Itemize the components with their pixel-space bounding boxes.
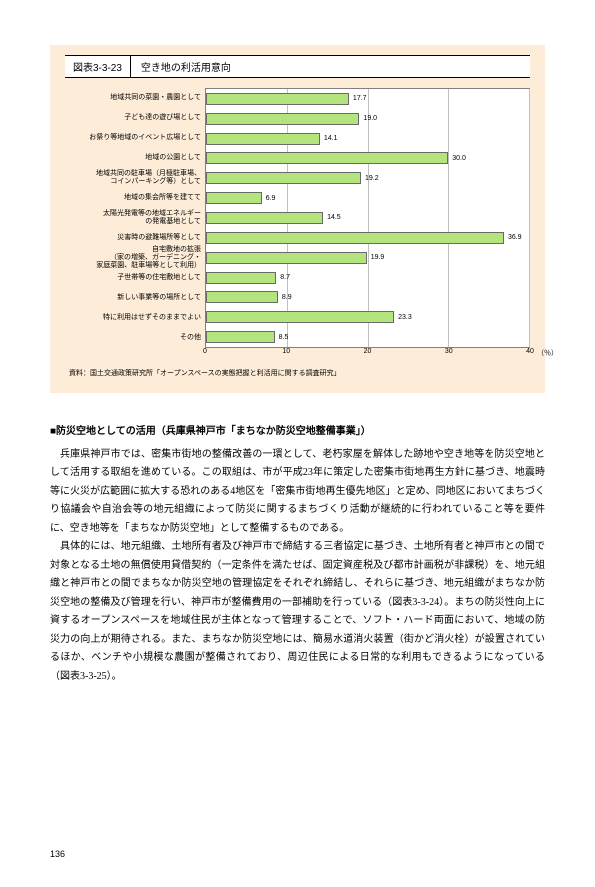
x-axis-unit: （％） — [537, 348, 558, 358]
chart-bar — [206, 212, 323, 224]
body-text: ■防災空地としての活用（兵庫県神戸市「まちなか防災空地整備事業」） 兵庫県神戸市… — [50, 423, 545, 686]
x-tick: 40 — [526, 348, 534, 355]
bar-value: 23.3 — [398, 314, 412, 321]
paragraph-1: 兵庫県神戸市では、密集市街地の整備改善の一環として、老朽家屋を解体した跡地や空き… — [50, 446, 545, 539]
x-tick: 30 — [445, 348, 453, 355]
chart-bar — [206, 291, 278, 303]
chart-bar — [206, 93, 349, 105]
chart-bar — [206, 232, 504, 244]
x-tick: 20 — [364, 348, 372, 355]
y-label: 新しい事業等の場所として — [65, 288, 201, 308]
y-label: お祭り等地域のイベント広場として — [65, 128, 201, 148]
chart-source: 資料：国土交通政策研究所「オープンスペースの実態把握と利活用に関する調査研究」 — [69, 368, 530, 378]
y-label: その他 — [65, 328, 201, 348]
chart-area: 地域共同の菜園・農園として子ども達の遊び場としてお祭り等地域のイベント広場として… — [65, 88, 530, 348]
y-label: 地域共同の菜園・農園として — [65, 88, 201, 108]
bar-value: 30.0 — [452, 155, 466, 162]
bar-value: 8.7 — [280, 274, 290, 281]
y-label: 子世帯等の住宅敷地として — [65, 268, 201, 288]
y-label: 特に利用はせずそのままでよい — [65, 308, 201, 328]
chart-bar — [206, 133, 320, 145]
bar-value: 14.5 — [327, 214, 341, 221]
chart-bar — [206, 113, 359, 125]
bar-value: 19.0 — [363, 115, 377, 122]
figure-number: 図表3-3-23 — [65, 56, 131, 77]
chart-bar — [206, 272, 276, 284]
x-axis: 010203040（％） — [205, 348, 530, 360]
bar-value: 19.2 — [365, 175, 379, 182]
bar-value: 36.9 — [508, 234, 522, 241]
bar-value: 6.9 — [266, 195, 276, 202]
chart-bar — [206, 172, 361, 184]
y-label: 子ども達の遊び場として — [65, 108, 201, 128]
chart-bar — [206, 152, 448, 164]
figure-title-box: 図表3-3-23 空き地の利活用意向 — [65, 55, 530, 78]
chart-bars: 17.7 19.0 14.1 30.0 19.2 6.9 14.5 36.9 19.9 8.7 8.… — [206, 89, 529, 347]
bar-value: 8.5 — [279, 334, 289, 341]
chart-bar — [206, 331, 275, 343]
y-label: 地域の公園として — [65, 148, 201, 168]
plot-area: 17.7 19.0 14.1 30.0 19.2 6.9 14.5 36.9 19.9 8.7 8.… — [205, 88, 530, 348]
bar-value: 14.1 — [324, 135, 338, 142]
chart-bar — [206, 311, 394, 323]
chart-bar — [206, 252, 367, 264]
figure-title: 空き地の利活用意向 — [131, 56, 241, 77]
page-number: 136 — [50, 849, 65, 859]
y-label: 地域共同の駐車場（月極駐車場、コインパーキング等）として — [65, 168, 201, 188]
x-tick: 10 — [282, 348, 290, 355]
bar-value: 8.9 — [282, 294, 292, 301]
y-label: 災害時の避難場所等として — [65, 228, 201, 248]
paragraph-2: 具体的には、地元組織、土地所有者及び神戸市で締結する三者協定に基づき、土地所有者… — [50, 538, 545, 686]
y-label: 地域の集会所等を建てて — [65, 188, 201, 208]
bar-value: 17.7 — [353, 95, 367, 102]
chart-bar — [206, 192, 262, 204]
bar-value: 19.9 — [371, 254, 385, 261]
figure-container: 図表3-3-23 空き地の利活用意向 地域共同の菜園・農園として子ども達の遊び場… — [50, 45, 545, 393]
x-tick: 0 — [203, 348, 207, 355]
section-title: ■防災空地としての活用（兵庫県神戸市「まちなか防災空地整備事業」） — [50, 423, 545, 442]
y-label: 自宅敷地の拡張（家の増築、ガーデニング・家庭菜園、駐車場等として利用） — [65, 248, 201, 268]
y-axis-labels: 地域共同の菜園・農園として子ども達の遊び場としてお祭り等地域のイベント広場として… — [65, 88, 205, 348]
y-label: 太陽光発電等の地域エネルギーの発電基地として — [65, 208, 201, 228]
